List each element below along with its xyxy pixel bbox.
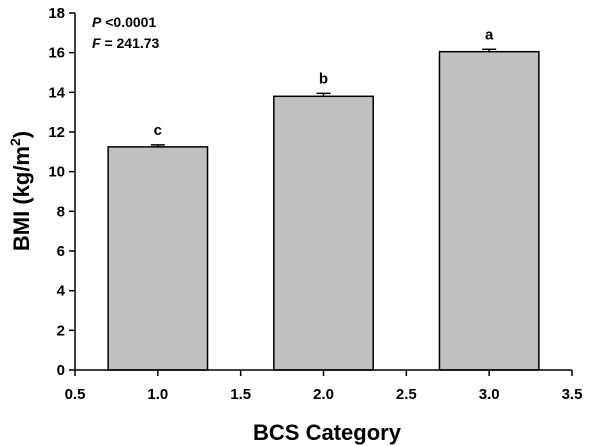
- significance-letter-2: b: [319, 70, 328, 87]
- x-tick-label: 0.5: [65, 386, 86, 403]
- error-bar-3: [482, 48, 497, 52]
- y-axis-title: BMI (kg/m2): [7, 131, 34, 251]
- x-tick-label: 2.5: [396, 386, 417, 403]
- x-tick-label: 3.5: [562, 386, 583, 403]
- y-tick-label: 16: [48, 45, 65, 62]
- significance-letter-1: c: [154, 122, 162, 139]
- y-tick-label: 6: [57, 243, 65, 260]
- y-tick-label: 10: [48, 164, 65, 181]
- plot-area: c b a: [74, 13, 572, 371]
- y-tick-label: 18: [48, 5, 65, 22]
- significance-letter-3: a: [485, 26, 494, 43]
- x-tick-label: 3.0: [479, 386, 500, 403]
- bar-3: [438, 50, 540, 371]
- bar-1: [107, 146, 209, 371]
- y-axis-ticks: 0 2 4 6 8 10 12 14 16 18: [48, 5, 75, 379]
- stat-annotation-f: F = 241.73: [92, 35, 160, 51]
- y-tick-label: 14: [48, 84, 65, 101]
- error-bar-2: [316, 92, 331, 97]
- y-tick-label: 0: [57, 362, 65, 379]
- x-tick-label: 1.5: [230, 386, 251, 403]
- x-tick-label: 1.0: [147, 386, 168, 403]
- y-tick-label: 4: [57, 283, 66, 300]
- bar-2: [273, 95, 374, 371]
- x-axis-ticks: 0.5 1.0 1.5 2.0 2.5 3.0 3.5: [65, 370, 583, 403]
- y-tick-label: 2: [57, 322, 65, 339]
- y-tick-label: 12: [48, 124, 65, 141]
- stat-annotation-p: P <0.0001: [92, 14, 156, 30]
- x-tick-label: 2.0: [313, 386, 334, 403]
- y-tick-label: 8: [57, 203, 65, 220]
- x-axis-title: BCS Category: [253, 420, 402, 445]
- error-bar-1: [150, 144, 165, 147]
